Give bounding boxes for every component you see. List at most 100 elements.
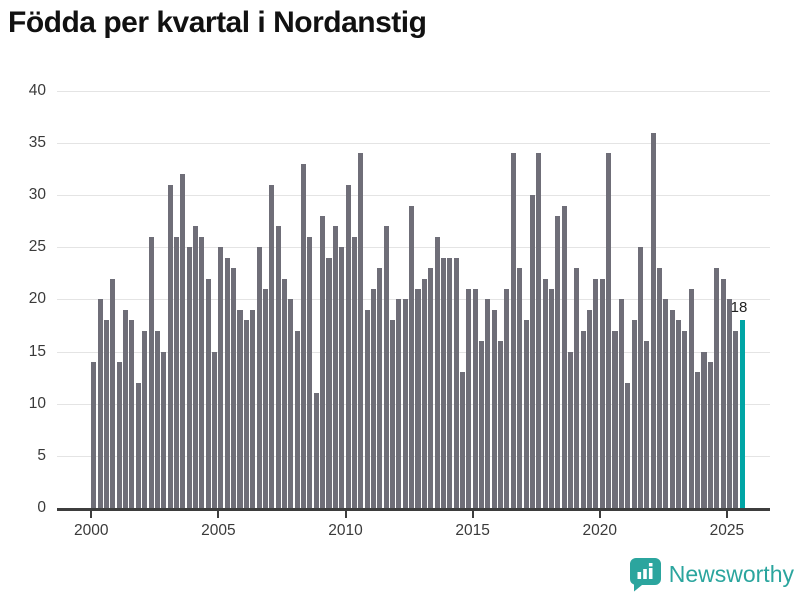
bar: [669, 309, 675, 508]
bar: [173, 236, 179, 508]
bar: [161, 351, 167, 508]
bar: [663, 299, 669, 508]
x-tick-label: 2015: [455, 522, 490, 539]
bar: [587, 309, 593, 508]
bar: [250, 309, 256, 508]
bar: [97, 299, 103, 508]
bar: [358, 153, 364, 508]
bar: [485, 299, 491, 508]
newsworthy-logo-icon: [629, 557, 662, 592]
bar: [459, 372, 465, 508]
bar: [421, 278, 427, 508]
bar: [644, 341, 650, 508]
bar: [269, 184, 275, 508]
bar: [275, 226, 281, 508]
bar: [574, 268, 580, 508]
bar: [205, 278, 211, 508]
gridline: [57, 90, 770, 92]
bar: [294, 330, 300, 508]
x-tick-mark: [217, 510, 220, 518]
x-tick-mark: [598, 510, 601, 518]
bar: [326, 257, 332, 508]
chart-title: Födda per kvartal i Nordanstig: [8, 6, 427, 39]
y-tick-label: 15: [28, 342, 46, 360]
bar: [123, 309, 129, 508]
bar: [409, 205, 415, 508]
bar: [593, 278, 599, 508]
x-tick-mark: [471, 510, 474, 518]
bar: [707, 361, 713, 508]
bar: [536, 153, 542, 508]
bar: [720, 278, 726, 508]
bar: [447, 257, 453, 508]
bar: [383, 226, 389, 508]
bar: [479, 341, 485, 508]
bar: [396, 299, 402, 508]
bar: [364, 309, 370, 508]
bar: [453, 257, 459, 508]
bar: [237, 309, 243, 508]
bar: [332, 226, 338, 508]
bar: [701, 351, 707, 508]
bar: [262, 288, 268, 508]
gridline: [57, 142, 770, 144]
newsworthy-logo: Newsworthy: [629, 557, 794, 592]
y-tick-label: 35: [28, 133, 46, 151]
bar: [542, 278, 548, 508]
y-tick-label: 25: [28, 238, 46, 256]
bar: [339, 247, 345, 508]
bar: [580, 330, 586, 508]
bar: [523, 320, 529, 508]
bar: [606, 153, 612, 508]
bar: [288, 299, 294, 508]
bar: [320, 215, 326, 508]
bar: [631, 320, 637, 508]
bar: [415, 288, 421, 508]
bar: [612, 330, 618, 508]
bar: [688, 288, 694, 508]
bar: [517, 268, 523, 508]
x-tick-mark: [344, 510, 347, 518]
bar: [154, 330, 160, 508]
x-tick-label: 2025: [709, 522, 745, 539]
bar: [428, 268, 434, 508]
bar: [135, 382, 141, 508]
bar: [618, 299, 624, 508]
bar: [167, 184, 173, 508]
bar: [345, 184, 351, 508]
bar: [561, 205, 567, 508]
bar: [555, 215, 561, 508]
bar: [281, 278, 288, 508]
bar: [142, 330, 148, 508]
bar: [491, 309, 497, 508]
y-tick-label: 10: [28, 394, 46, 412]
bar: [199, 236, 205, 508]
bar: [129, 320, 135, 508]
bar: [370, 288, 376, 508]
x-tick-label: 2000: [74, 522, 109, 539]
bar: [402, 299, 408, 508]
gridline: [57, 195, 770, 197]
bar: [472, 288, 478, 508]
bar: [510, 153, 516, 508]
bar: [498, 341, 504, 508]
bar: [656, 268, 663, 508]
y-tick-label: 5: [37, 446, 46, 464]
bar: [186, 247, 192, 508]
newsworthy-logo-text: Newsworthy: [668, 561, 794, 587]
bar: [192, 226, 199, 508]
bar: [243, 320, 249, 508]
bar: [104, 320, 110, 508]
bar: [568, 351, 574, 508]
highlighted-bar: [739, 320, 745, 508]
bar: [301, 163, 307, 508]
bar: [650, 132, 656, 508]
bar: [148, 236, 154, 508]
bar: [440, 257, 446, 508]
x-tick-label: 2005: [201, 522, 236, 539]
bar: [110, 278, 116, 508]
bar: [434, 236, 440, 508]
bar: [504, 288, 510, 508]
y-tick-label: 30: [28, 186, 46, 204]
